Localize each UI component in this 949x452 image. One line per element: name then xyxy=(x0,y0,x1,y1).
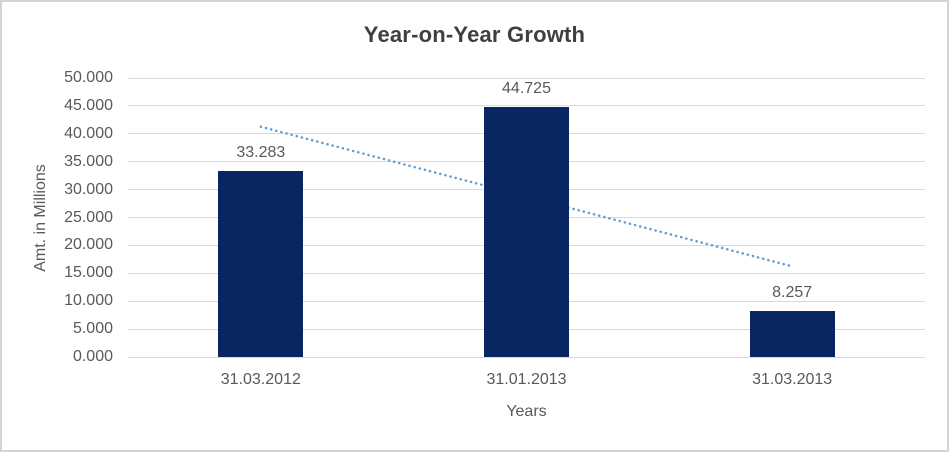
y-tick-label: 35.000 xyxy=(64,152,113,170)
gridline xyxy=(128,77,925,79)
bar xyxy=(749,310,835,357)
x-tick-label: 31.03.2012 xyxy=(220,371,301,388)
y-tick-label: 20.000 xyxy=(64,236,113,254)
y-tick-label: 15.000 xyxy=(64,264,113,282)
gridline xyxy=(128,356,925,358)
bar xyxy=(218,171,304,357)
y-tick-label: 5.000 xyxy=(72,320,113,338)
chart-title: Year-on-Year Growth xyxy=(363,22,586,47)
y-tick-label: 45.000 xyxy=(64,96,113,114)
bar-value-label: 33.283 xyxy=(236,144,286,162)
bar xyxy=(484,107,569,357)
gridline xyxy=(128,105,925,107)
y-tick-label: 40.000 xyxy=(64,124,113,142)
x-axis-title: Years xyxy=(506,403,547,420)
y-tick-label: 0.000 xyxy=(72,348,113,365)
plot-area: 33.283 44.725 8.257 xyxy=(128,77,925,358)
bar-value-label: 8.257 xyxy=(772,283,813,301)
bar-value-label: 44.725 xyxy=(502,80,551,98)
y-tick-label: 10.000 xyxy=(64,292,113,310)
y-tick-label: 50.000 xyxy=(64,69,113,86)
x-tick-label: 31.01.2013 xyxy=(486,371,567,388)
x-tick-label: 31.03.2013 xyxy=(752,371,833,388)
y-tick-label: 25.000 xyxy=(64,208,113,226)
y-tick-label: 30.000 xyxy=(64,180,113,198)
